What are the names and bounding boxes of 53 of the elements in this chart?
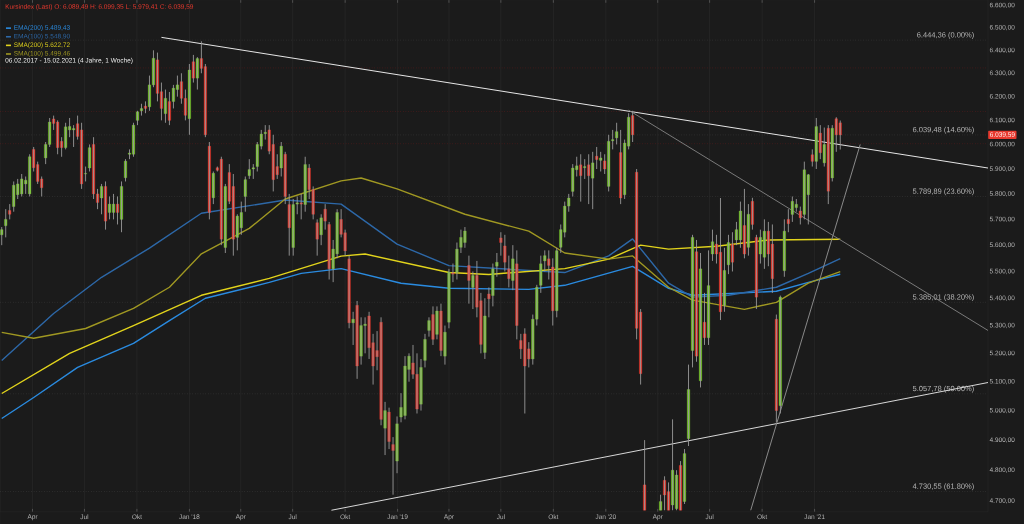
candlestick — [84, 166, 88, 182]
candlestick — [195, 56, 199, 90]
candlestick — [243, 176, 247, 213]
candlestick — [523, 327, 527, 414]
candlestick — [802, 161, 806, 220]
candlestick — [56, 119, 60, 155]
candlestick — [671, 418, 675, 511]
candlestick — [219, 156, 223, 246]
candlestick — [782, 218, 786, 278]
candlestick — [631, 110, 635, 143]
candlestick — [515, 249, 519, 340]
candlestick — [587, 153, 591, 205]
candlestick — [663, 475, 667, 511]
candlestick — [64, 122, 68, 150]
candlestick — [187, 63, 191, 136]
candlestick — [207, 141, 211, 220]
candlestick — [20, 173, 24, 197]
candlestick — [291, 198, 295, 257]
candlestick — [730, 231, 734, 272]
candlestick — [247, 158, 251, 180]
candlestick — [826, 124, 830, 205]
candlestick — [279, 141, 283, 177]
candlestick — [742, 188, 746, 259]
candlestick — [643, 439, 647, 511]
candlestick — [607, 134, 611, 192]
candlestick — [679, 460, 682, 511]
candlestick — [810, 148, 814, 167]
candlestick — [104, 181, 108, 231]
candlestick — [754, 234, 758, 310]
candlestick — [770, 224, 774, 294]
candlestick — [579, 153, 583, 203]
candlestick — [167, 91, 171, 126]
candlestick — [774, 314, 778, 423]
candlestick — [299, 193, 303, 220]
candlestick — [287, 193, 291, 257]
candlestick — [4, 208, 8, 238]
candlestick — [80, 122, 84, 190]
line-series — [1, 238, 841, 395]
candlestick — [144, 100, 147, 114]
candlestick — [738, 201, 742, 249]
candlestick — [591, 151, 595, 210]
candlestick — [599, 151, 603, 172]
candlestick — [822, 127, 826, 167]
line-series — [1, 199, 841, 362]
candlestick — [814, 117, 818, 170]
candlestick — [619, 129, 623, 205]
candlestick — [762, 218, 766, 270]
candlestick — [315, 218, 319, 257]
candlestick — [12, 181, 16, 213]
candlestick — [595, 146, 599, 170]
candlestick — [838, 120, 842, 150]
line-series — [1, 177, 841, 339]
line-series — [1, 265, 841, 420]
